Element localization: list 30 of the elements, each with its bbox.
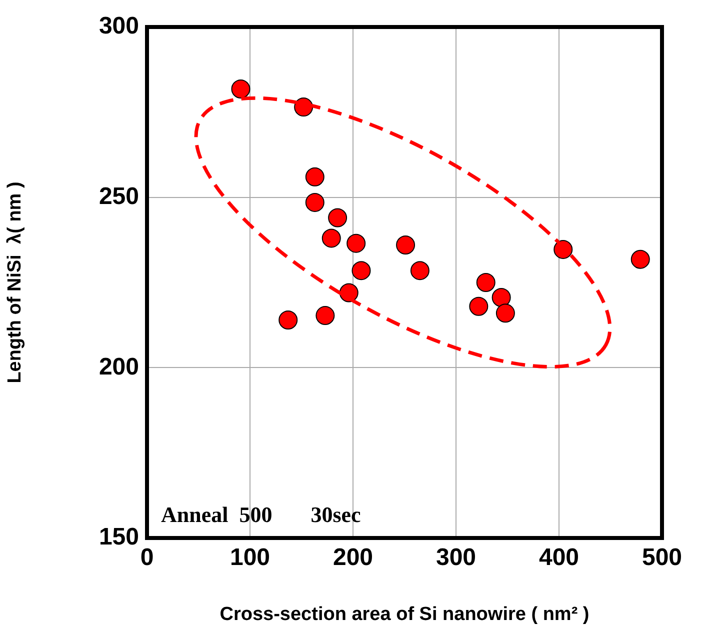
point xyxy=(305,167,324,186)
x-tick-label: 200 xyxy=(332,544,374,572)
x-tick-label: 400 xyxy=(538,544,580,572)
y-tick-label: 250 xyxy=(98,182,139,210)
point xyxy=(346,234,366,253)
point xyxy=(410,261,430,280)
point xyxy=(476,273,496,292)
y-tick-label: 300 xyxy=(98,12,139,40)
point xyxy=(492,288,511,307)
point xyxy=(339,283,358,302)
point xyxy=(352,261,371,280)
point xyxy=(469,296,488,316)
point xyxy=(305,192,324,212)
point xyxy=(316,306,335,326)
point xyxy=(278,310,298,330)
x-tick-label: 500 xyxy=(642,544,682,572)
point xyxy=(496,304,515,323)
y-tick-label: 200 xyxy=(98,353,139,380)
point xyxy=(322,228,341,248)
annotation: Anneal 500 30sec xyxy=(161,502,362,527)
point xyxy=(396,236,416,255)
point xyxy=(630,250,650,269)
point xyxy=(231,80,250,98)
x-axis-title: Cross-section area of Si nanowire ( nm² ) xyxy=(220,604,590,625)
x-tick-label: 300 xyxy=(436,544,476,572)
x-tick-label: 100 xyxy=(230,544,270,572)
y-axis-title: Length of NiSi λ( nm ) xyxy=(4,182,26,384)
y-tick-label: 150 xyxy=(98,524,139,551)
point xyxy=(328,208,348,228)
x-tick-label: 0 xyxy=(140,544,154,572)
